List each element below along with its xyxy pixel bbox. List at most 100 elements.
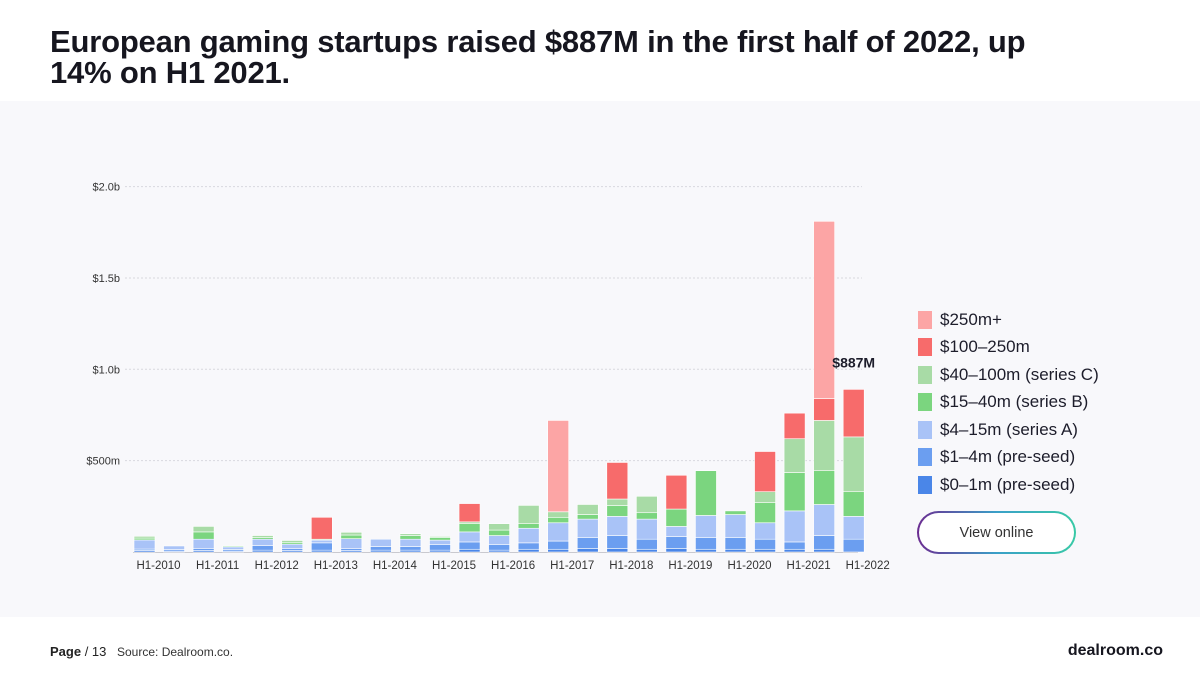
- bar-segment: [665, 474, 688, 510]
- legend-item: $250m+: [918, 306, 1099, 334]
- legend-swatch: [918, 365, 932, 384]
- bar-segment: [783, 472, 806, 512]
- x-tick-label: H1-2014: [373, 560, 418, 572]
- total-annotation: $887M: [832, 354, 875, 370]
- bar-segment: [783, 412, 806, 440]
- bar-segment: [842, 538, 865, 553]
- bar-segment: [576, 518, 599, 538]
- source-note: Source: Dealroom.co.: [117, 645, 234, 659]
- bar-segment: [429, 536, 451, 538]
- brand-logo[interactable]: dealroom.co: [1067, 642, 1163, 659]
- bar-segment: [842, 389, 865, 438]
- x-tick-label: H1-2010: [136, 560, 180, 572]
- bar-segment: [133, 535, 156, 539]
- bar-segment: [281, 543, 304, 550]
- bar-segment: [340, 538, 363, 550]
- bar-segment: [813, 221, 835, 399]
- legend-swatch: [918, 448, 932, 467]
- bar-segment: [192, 548, 215, 551]
- bar-segment: [517, 542, 540, 550]
- bar-segment: [192, 526, 215, 533]
- bar-segment: [606, 498, 629, 506]
- legend-swatch: [918, 338, 932, 357]
- legend-item: $100–250m: [918, 334, 1099, 362]
- bar-segment: [636, 518, 658, 540]
- bar-segment: [458, 503, 481, 523]
- bar-segment: [665, 526, 688, 537]
- bar-segment: [340, 534, 363, 539]
- bar-segment: [488, 535, 510, 545]
- bar-segment: [399, 538, 422, 547]
- page-indicator: Page / 13: [50, 644, 106, 659]
- bar-segment: [251, 538, 274, 546]
- y-tick-label: $2.0b: [92, 182, 120, 194]
- legend-swatch: [918, 420, 932, 439]
- bar-segment: [458, 531, 481, 543]
- bar-segment: [813, 470, 835, 505]
- legend-item: $4–15m (series A): [918, 416, 1099, 444]
- view-online-button[interactable]: View online: [917, 511, 1076, 554]
- legend-label: $15–40m (series B): [940, 392, 1089, 412]
- bar-segment: [724, 510, 747, 515]
- y-tick-label: $500m: [86, 456, 120, 468]
- bar-segment: [310, 542, 333, 551]
- legend-label: $250m+: [940, 309, 1002, 329]
- legend-label: $1–4m (pre-seed): [940, 447, 1076, 467]
- y-tick-label: $1.5b: [92, 273, 120, 285]
- bar-segment: [813, 504, 835, 536]
- legend-item: $40–100m (series C): [918, 361, 1099, 389]
- bar-segment: [606, 535, 629, 549]
- bar-segment: [636, 538, 658, 550]
- bar-segment: [606, 548, 629, 553]
- y-tick-label: $1.0b: [92, 364, 120, 376]
- bar-segment: [429, 539, 451, 545]
- bar-segment: [222, 546, 244, 550]
- bar-segment: [695, 515, 717, 538]
- bar-segment: [754, 502, 776, 524]
- legend-item: $15–40m (series B): [918, 389, 1099, 417]
- bar-segment: [310, 516, 333, 540]
- bar-segment: [488, 544, 510, 551]
- bar-segment: [399, 535, 422, 540]
- bar-segment: [636, 512, 658, 520]
- bar-segment: [192, 531, 215, 540]
- bar-segment: [724, 514, 747, 538]
- bar-segment: [399, 533, 422, 536]
- bar-segment: [813, 548, 835, 553]
- x-tick-label: H1-2017: [550, 560, 594, 572]
- legend-item: $1–4m (pre-seed): [918, 444, 1099, 472]
- bar-segment: [665, 536, 688, 549]
- bar-segment: [695, 470, 717, 516]
- bar-segment: [576, 514, 599, 520]
- x-tick-label: H1-2012: [255, 560, 299, 572]
- legend-label: $100–250m: [940, 337, 1030, 357]
- legend-label: $40–100m (series C): [940, 364, 1099, 384]
- bar-segment: [251, 535, 274, 538]
- bar-segment: [576, 548, 599, 553]
- x-tick-label: H1-2020: [727, 560, 771, 572]
- bar-segment: [163, 545, 185, 550]
- bar-segment: [783, 541, 806, 550]
- bar-segment: [606, 516, 629, 536]
- x-tick-label: H1-2018: [609, 560, 653, 572]
- bar-segment: [754, 538, 776, 550]
- bar-segment: [222, 545, 244, 548]
- bar-segment: [754, 548, 776, 553]
- x-tick-label: H1-2022: [846, 560, 890, 572]
- stacked-bar-chart: $500m $1.0b $1.5b $2.0b H1-2010 H1-2011 H1-201…: [86, 182, 890, 572]
- chart-panel: $500m $1.0b $1.5b $2.0b H1-2010 H1-2011 H1-201…: [0, 101, 1200, 617]
- bar-segment: [754, 522, 776, 540]
- bar-segment: [399, 546, 422, 551]
- bar-segment: [724, 548, 747, 553]
- bar-segment: [842, 516, 865, 540]
- footer: Page / 13 Source: Dealroom.co. dealroom.…: [0, 620, 1200, 675]
- bar-segment: [281, 540, 304, 543]
- bar-segment: [429, 537, 451, 541]
- bar-segment: [665, 548, 688, 553]
- legend-swatch: [918, 475, 932, 494]
- bar-segment: [192, 538, 215, 549]
- bar-segment: [488, 529, 510, 536]
- x-tick-label: H1-2015: [432, 560, 476, 572]
- bar-segment: [783, 510, 806, 543]
- bar-segment: [517, 548, 540, 553]
